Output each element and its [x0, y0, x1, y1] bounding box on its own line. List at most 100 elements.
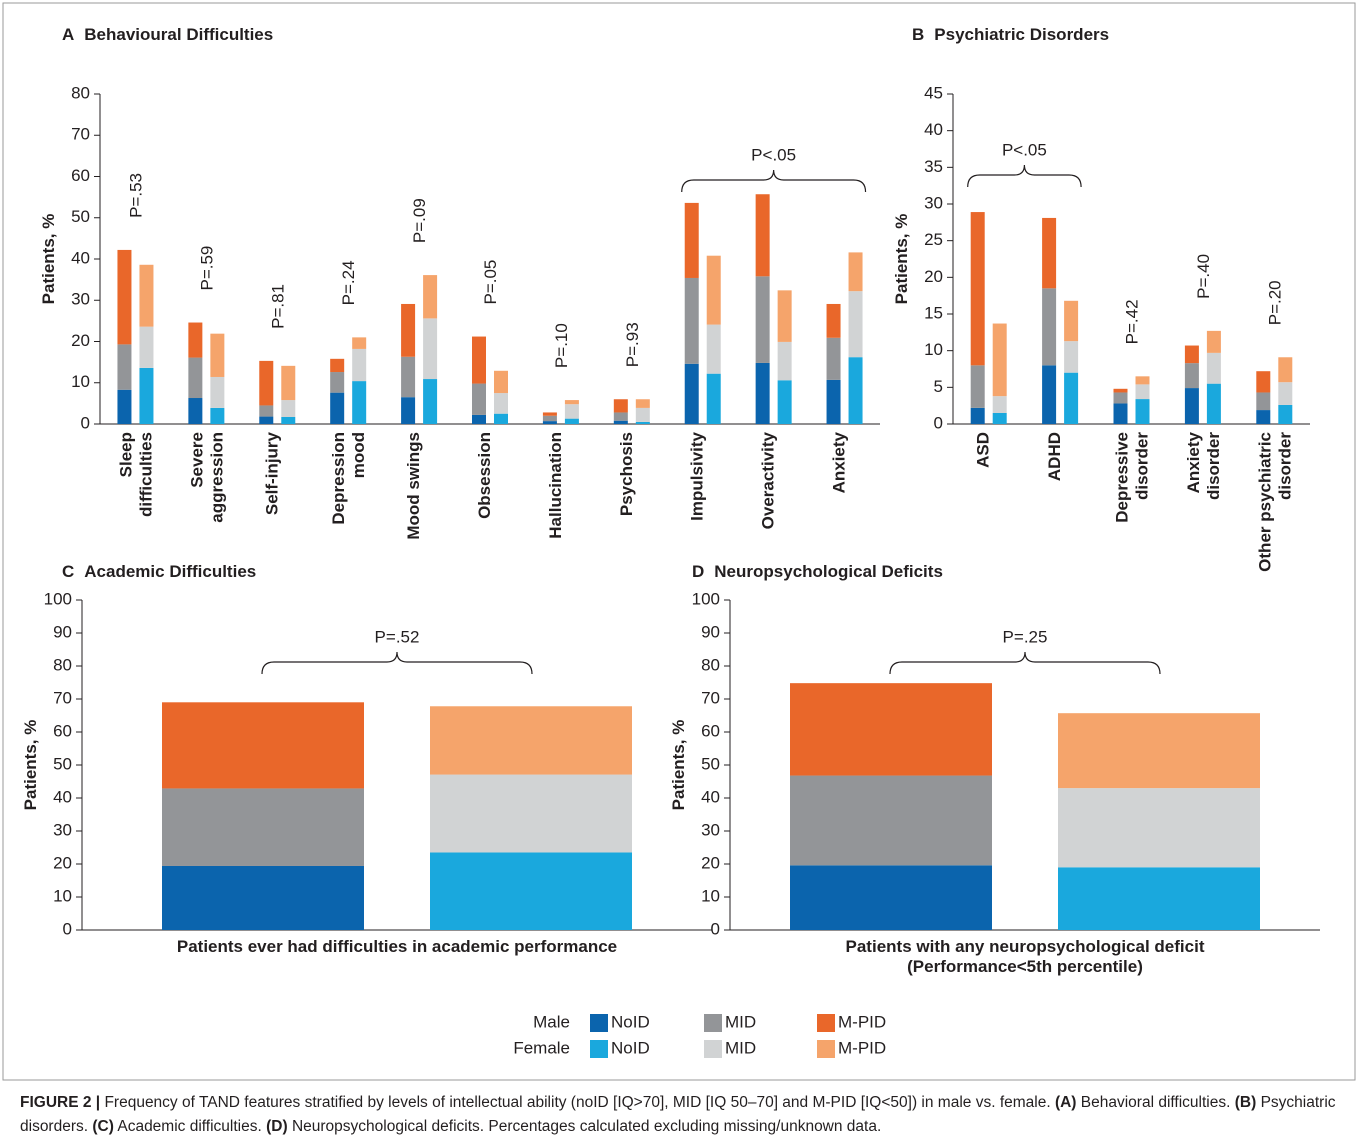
caption-text: Behavioral difficulties. — [1076, 1094, 1235, 1111]
bar-segment — [755, 362, 770, 424]
bracket-label: P=.25 — [1003, 627, 1048, 646]
y-tick-label: 10 — [53, 886, 72, 905]
bar-segment — [848, 291, 863, 358]
bar-segment — [494, 393, 508, 414]
p-value: P=.24 — [339, 260, 358, 305]
y-tick-label: 80 — [701, 655, 720, 674]
bar-segment — [494, 413, 508, 424]
bar-segment — [755, 194, 770, 277]
bracket — [967, 164, 1082, 188]
y-tick-label: 40 — [71, 248, 90, 267]
bar-segment — [117, 389, 132, 424]
bar-segment — [564, 418, 579, 424]
bar-segment — [1058, 713, 1260, 789]
x-tick-label: Anxietydisorder — [1184, 431, 1223, 500]
p-value: P=.42 — [1123, 299, 1142, 344]
bar-segment — [755, 276, 770, 363]
bar-segment — [188, 398, 203, 424]
bar-segment — [992, 413, 1007, 424]
bar-segment — [1278, 382, 1293, 405]
y-tick-label: 40 — [701, 787, 720, 806]
panel-title: B Psychiatric Disorders — [912, 25, 1109, 44]
y-tick-label: 60 — [53, 721, 72, 740]
panel-letter: B — [912, 25, 924, 44]
panel-title: A Behavioural Difficulties — [62, 25, 273, 44]
caption-text: Academic difficulties. — [113, 1118, 267, 1135]
y-tick-label: 20 — [71, 331, 90, 350]
legend-label: MID — [725, 1038, 756, 1057]
bar-segment — [790, 683, 992, 776]
legend-swatch — [590, 1040, 608, 1058]
bar-segment — [330, 358, 345, 373]
caption: FIGURE 2 | Frequency of TAND features st… — [20, 1091, 1340, 1139]
y-tick-label: 15 — [924, 303, 943, 322]
bar-segment — [777, 380, 792, 424]
y-tick-label: 70 — [53, 688, 72, 707]
bar-segment — [848, 252, 863, 292]
bar-segment — [1256, 371, 1271, 393]
caption-text: Frequency of TAND features stratified by… — [100, 1094, 1055, 1111]
bar-segment — [613, 399, 628, 413]
bar-segment — [430, 774, 632, 853]
y-tick-label: 30 — [71, 290, 90, 309]
bar-segment — [826, 303, 841, 338]
p-value: P=.53 — [126, 173, 145, 218]
bar-segment — [684, 277, 699, 364]
y-tick-label: 20 — [53, 853, 72, 872]
bar-segment — [777, 341, 792, 381]
x-tick-label: Impulsivity — [688, 431, 707, 520]
bar-segment — [401, 356, 416, 398]
y-tick-label: 50 — [53, 754, 72, 773]
bar-segment — [1135, 376, 1150, 385]
panel-title-text: Neuropsychological Deficits — [714, 562, 943, 581]
bar-segment — [117, 344, 132, 390]
bracket — [261, 651, 533, 675]
bar-segment — [1064, 300, 1079, 342]
bar-segment — [259, 416, 274, 424]
legend-group-label: Female — [513, 1038, 570, 1057]
x-tick-label: Psychosis — [617, 432, 636, 516]
bar-segment — [139, 367, 154, 424]
bar-segment — [542, 412, 557, 416]
y-tick-label: 35 — [924, 157, 943, 176]
panel-title-text: Psychiatric Disorders — [934, 25, 1109, 44]
y-tick-label: 0 — [934, 413, 943, 432]
y-tick-label: 100 — [44, 589, 72, 608]
frame — [2, 2, 1356, 1081]
bar-segment — [564, 404, 579, 419]
bar-segment — [1135, 384, 1150, 400]
p-value: P=.93 — [623, 322, 642, 367]
y-tick-label: 60 — [71, 166, 90, 185]
panel-title-text: Behavioural Difficulties — [84, 25, 273, 44]
bar-segment — [330, 372, 345, 393]
bar-segment — [1278, 357, 1293, 383]
y-tick-label: 20 — [924, 267, 943, 286]
bar-segment — [188, 357, 203, 399]
p-value: P=.59 — [197, 246, 216, 291]
caption-bold: (A) — [1054, 1094, 1077, 1111]
bar-segment — [430, 706, 632, 775]
bracket — [889, 651, 1161, 675]
bar-segment — [777, 290, 792, 342]
bar-segment — [430, 852, 632, 930]
x-tick-label: Patients ever had difficulties in academ… — [177, 937, 617, 956]
y-tick-label: 10 — [701, 886, 720, 905]
bar-segment — [706, 373, 721, 424]
panel-title-text: Academic Difficulties — [84, 562, 256, 581]
bar-segment — [259, 360, 274, 406]
legend-swatch — [590, 1014, 608, 1032]
y-tick-label: 20 — [701, 853, 720, 872]
panel-letter: D — [692, 562, 704, 581]
bar-segment — [684, 202, 699, 278]
bracket-label: P<.05 — [1002, 140, 1047, 159]
bar-segment — [352, 381, 367, 424]
x-tick-label: ASD — [974, 432, 993, 468]
y-tick-label: 0 — [81, 413, 90, 432]
y-tick-label: 0 — [711, 919, 720, 938]
y-tick-label: 70 — [701, 688, 720, 707]
bar-segment — [401, 303, 416, 357]
bar-segment — [848, 357, 863, 424]
x-tick-label: Depressivedisorder — [1113, 432, 1152, 523]
